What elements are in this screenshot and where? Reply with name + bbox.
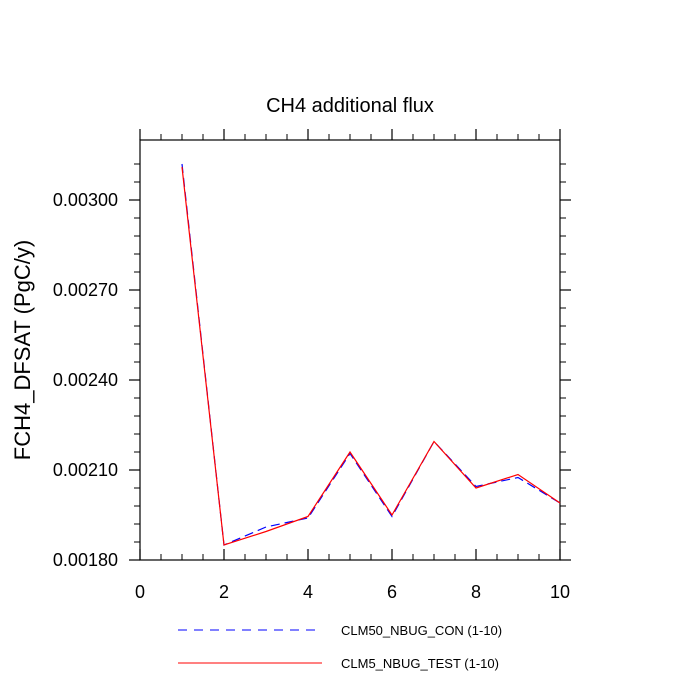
y-axis-label: FCH4_DFSAT (PgC/y) (10, 240, 35, 460)
legend: CLM50_NBUG_CON (1-10) CLM5_NBUG_TEST (1-1… (178, 623, 502, 671)
chart-title: CH4 additional flux (266, 95, 434, 117)
y-tick-label: 0.00300 (53, 190, 118, 210)
legend-label: CLM50_NBUG_CON (1-10) (341, 623, 502, 638)
series-line-2 (181, 166, 561, 546)
y-tick-label: 0.00270 (53, 280, 118, 300)
x-tick-label: 4 (303, 582, 313, 602)
x-tick-label: 0 (135, 582, 145, 602)
axis-ticks (129, 129, 571, 561)
legend-label: CLM5_NBUG_TEST (1-10) (341, 656, 499, 671)
y-tick-label: 0.00180 (53, 550, 118, 570)
x-tick-label: 10 (550, 582, 570, 602)
x-tick-label: 2 (219, 582, 229, 602)
x-tick-label: 8 (471, 582, 481, 602)
series-lines (181, 163, 561, 546)
series-line-1 (181, 163, 561, 546)
y-tick-label: 0.00240 (53, 370, 118, 390)
x-tick-label: 6 (387, 582, 397, 602)
y-tick-label: 0.00210 (53, 460, 118, 480)
axis-tick-labels: 0 2 4 6 8 10 0.00180 0.00210 0.00240 0.00270 0.003… (53, 190, 570, 602)
